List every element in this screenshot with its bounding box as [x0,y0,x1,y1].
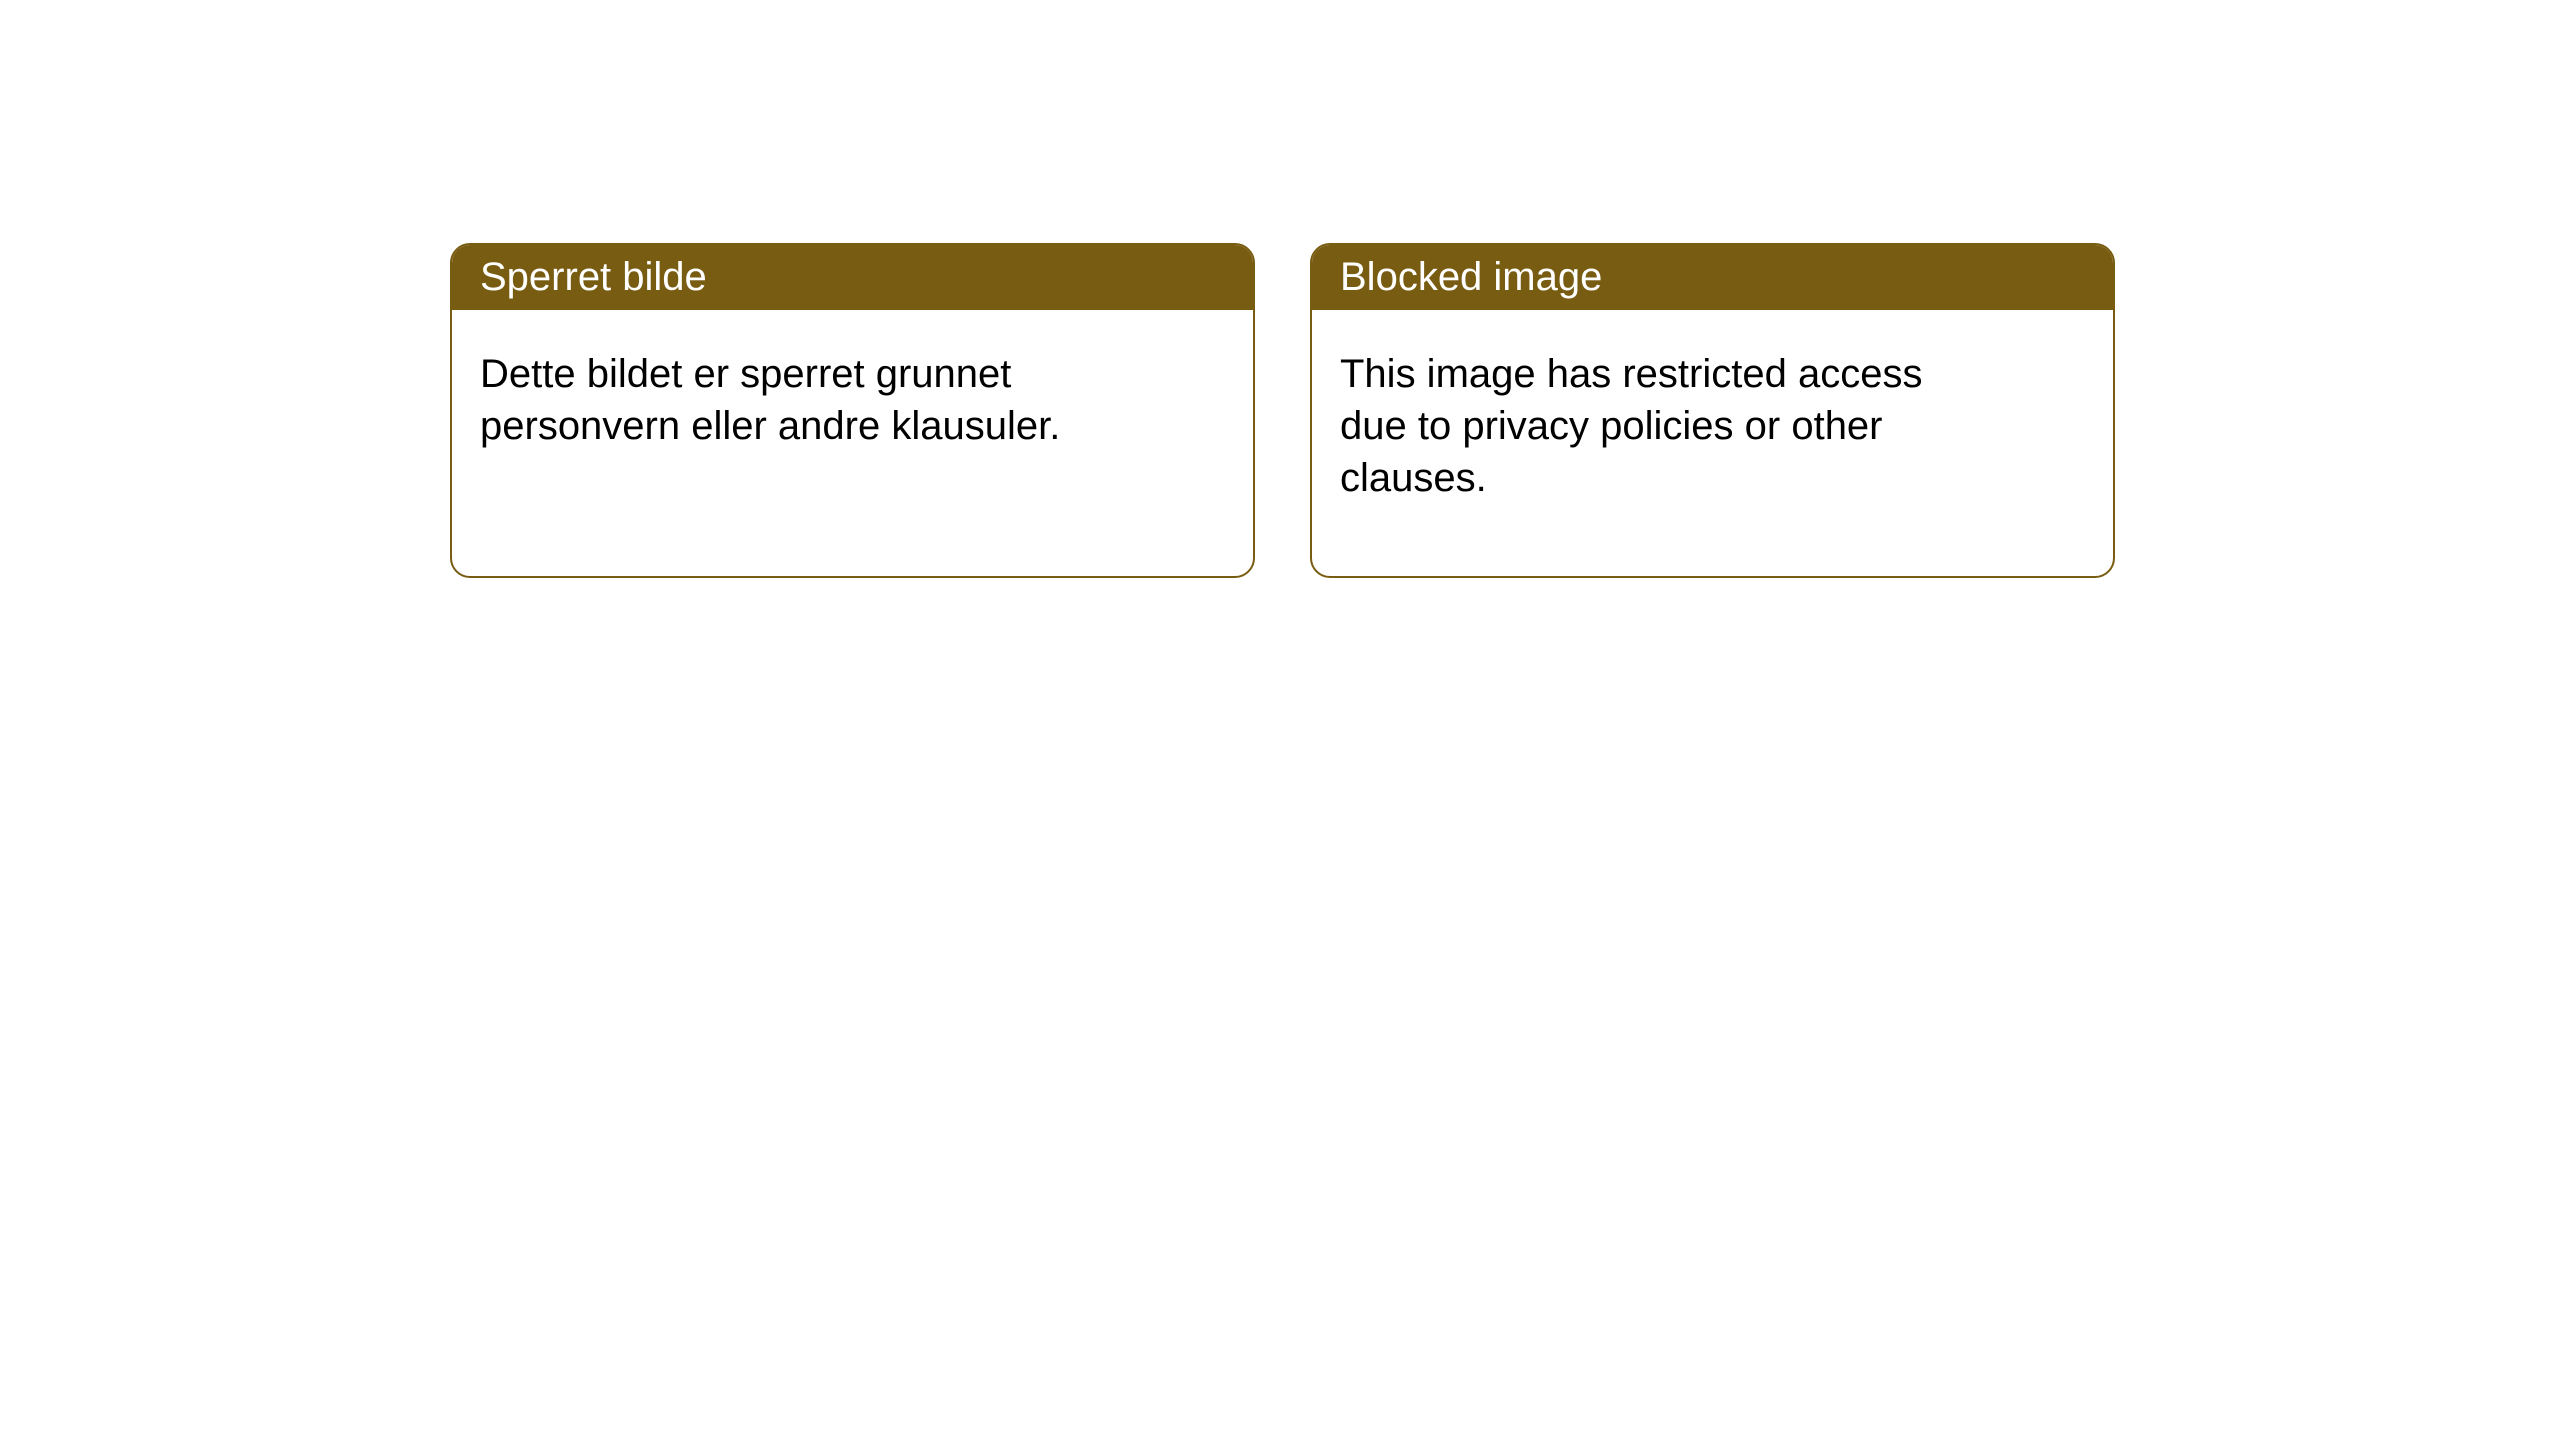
card-body: Dette bildet er sperret grunnet personve… [452,310,1152,490]
card-header-text: Blocked image [1340,255,1602,299]
card-body: This image has restricted access due to … [1312,310,2012,542]
notice-card-english: Blocked image This image has restricted … [1310,243,2115,578]
notice-container: Sperret bilde Dette bildet er sperret gr… [0,0,2560,578]
card-body-text: Dette bildet er sperret grunnet personve… [480,352,1060,448]
notice-card-norwegian: Sperret bilde Dette bildet er sperret gr… [450,243,1255,578]
card-header: Sperret bilde [452,245,1253,310]
card-header-text: Sperret bilde [480,255,707,299]
card-body-text: This image has restricted access due to … [1340,352,1922,500]
card-header: Blocked image [1312,245,2113,310]
